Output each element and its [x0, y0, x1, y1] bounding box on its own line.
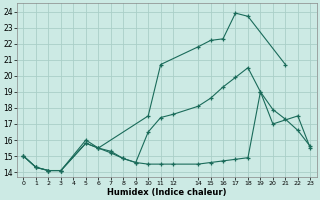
X-axis label: Humidex (Indice chaleur): Humidex (Indice chaleur) [107, 188, 227, 197]
